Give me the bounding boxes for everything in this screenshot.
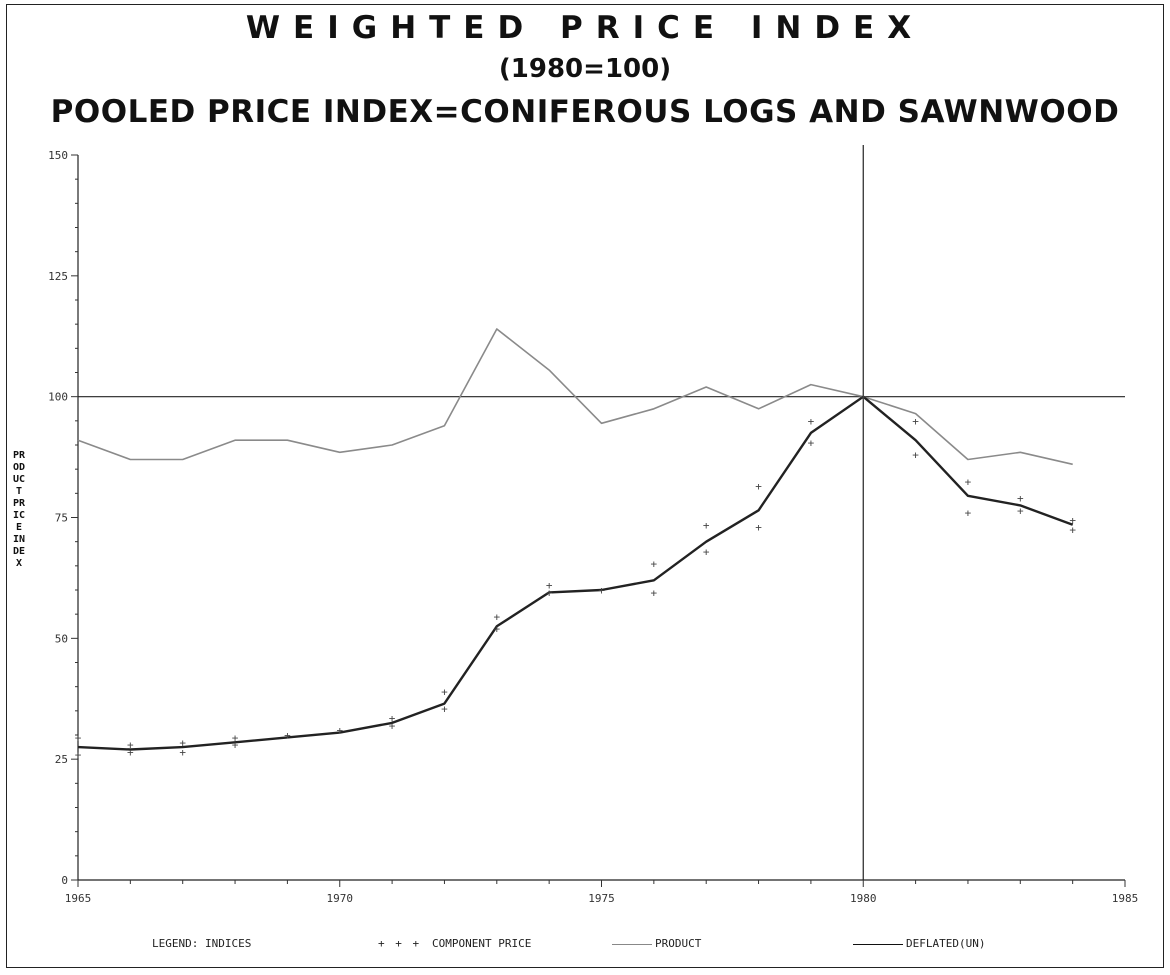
component-price-point: + (127, 739, 134, 752)
component-price-point: + (755, 480, 762, 493)
component-price-point: + (336, 724, 343, 737)
component-price-point: + (755, 521, 762, 534)
component-price-point: + (493, 623, 500, 636)
component-price-point: + (1069, 514, 1076, 527)
legend-entry-component-price: COMPONENT PRICE (432, 937, 532, 950)
y-tick-label: 0 (61, 874, 68, 887)
component-price-point: + (389, 719, 396, 732)
component-price-point: + (546, 586, 553, 599)
component-price-point: + (441, 702, 448, 715)
y-tick-label: 75 (55, 512, 68, 525)
component-price-point: + (651, 557, 658, 570)
x-tick-label: 1980 (850, 892, 877, 905)
legend-entry-deflated: DEFLATED(UN) (906, 937, 986, 950)
component-price-point: + (75, 748, 82, 761)
component-price-point: + (389, 712, 396, 725)
component-price-point: + (493, 611, 500, 624)
component-price-point: + (232, 739, 239, 752)
component-price-point: + (860, 391, 867, 404)
series-line-product (77, 395, 1074, 751)
component-price-point: + (808, 415, 815, 428)
component-price-point: + (127, 746, 134, 759)
component-price-point: + (1017, 492, 1024, 505)
component-price-point: + (441, 686, 448, 699)
series-line-deflated (77, 328, 1073, 466)
component-price-point: + (912, 415, 919, 428)
x-tick-label: 1970 (327, 892, 354, 905)
chart-title: WEIGHTED PRICE INDEX (245, 10, 925, 46)
legend-entry-product: PRODUCT (655, 937, 702, 950)
component-price-point: + (703, 545, 710, 558)
component-price-point: + (912, 449, 919, 462)
component-price-point: + (179, 736, 186, 749)
component-price-point: + (808, 437, 815, 450)
y-tick-label: 150 (48, 149, 68, 162)
component-price-point: + (1017, 504, 1024, 517)
component-price-point: + (965, 475, 972, 488)
chart-subtitle-2: POOLED PRICE INDEX=CONIFEROUS LOGS AND S… (50, 94, 1120, 130)
component-price-point: + (75, 731, 82, 744)
component-price-point: + (598, 584, 605, 597)
component-price-point: + (1069, 524, 1076, 537)
component-price-point: + (703, 519, 710, 532)
x-tick-label: 1965 (65, 892, 92, 905)
y-axis-label: PRODUCT PRICE INDEX (12, 450, 29, 569)
x-tick-label: 1985 (1112, 892, 1139, 905)
component-price-point: + (546, 579, 553, 592)
y-tick-label: 125 (48, 270, 68, 283)
x-tick-label: 1975 (588, 892, 615, 905)
component-price-point: + (284, 729, 291, 742)
component-price-point: + (232, 731, 239, 744)
legend-line-deflated (853, 944, 903, 945)
component-price-point: + (965, 507, 972, 520)
y-tick-label: 25 (55, 753, 68, 766)
component-price-point: + (651, 586, 658, 599)
y-tick-label: 50 (55, 632, 68, 645)
legend-line-product (612, 944, 652, 945)
component-price-point: + (179, 746, 186, 759)
chart-subtitle: (1980=100) (498, 54, 672, 84)
legend-plus-markers: + + + (378, 937, 422, 950)
y-tick-label: 100 (48, 391, 68, 404)
legend: LEGEND: INDICES + + + COMPONENT PRICE PR… (0, 937, 1170, 957)
legend-label: LEGEND: INDICES (152, 937, 252, 950)
chart-frame (6, 4, 1164, 968)
